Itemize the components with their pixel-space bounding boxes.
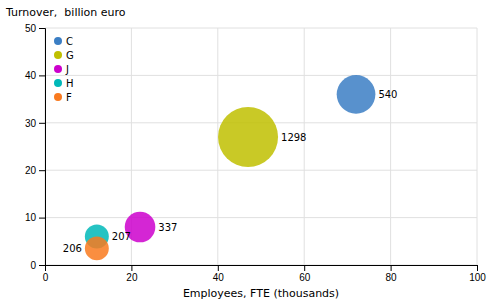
- bubble: [85, 236, 109, 260]
- tick: 100: [469, 265, 486, 283]
- tick-label: 40: [213, 272, 225, 283]
- tick-label: 0: [30, 260, 36, 271]
- data-label: 337: [158, 222, 177, 233]
- legend-label: C: [66, 36, 73, 47]
- legend-item: F: [54, 92, 72, 103]
- grid-line-y: [45, 217, 477, 218]
- tick-label: 30: [25, 118, 37, 129]
- tick-label: 100: [469, 272, 486, 283]
- tick-label: 60: [299, 272, 311, 283]
- tick-mark: [39, 265, 45, 266]
- legend-label: J: [65, 64, 69, 75]
- grid-line-x: [304, 28, 305, 265]
- legend: CGJHF: [54, 36, 74, 103]
- tick-label: 10: [25, 212, 37, 223]
- plot-area: 0 20 40 60 80 100 0 10 20 30 40 50 540 1298 337 207 206 C…: [25, 23, 486, 283]
- chart-container: 0 20 40 60 80 100 0 10 20 30 40 50 540 1298 337 207 206 C…: [0, 0, 493, 303]
- tick-label: 40: [25, 70, 37, 81]
- tick-mark: [39, 28, 45, 29]
- legend-swatch: [54, 37, 62, 45]
- tick: 10: [25, 212, 45, 223]
- bubble: [337, 75, 376, 114]
- data-label: 540: [378, 89, 397, 100]
- data-labels: 540 1298 337 207 206: [63, 89, 398, 254]
- tick-label: 0: [43, 272, 49, 283]
- grid-line-y: [45, 75, 477, 76]
- legend-label: F: [66, 92, 72, 103]
- tick: 60: [299, 265, 311, 283]
- tick: 40: [213, 265, 225, 283]
- bubble: [218, 107, 278, 167]
- tick-label: 80: [386, 272, 398, 283]
- legend-item: H: [54, 78, 74, 89]
- tick-label: 50: [25, 23, 37, 34]
- legend-item: G: [54, 50, 74, 61]
- legend-swatch: [54, 93, 62, 101]
- tick-mark: [218, 265, 219, 271]
- legend-swatch: [54, 51, 62, 59]
- tick-mark: [477, 265, 478, 271]
- data-label: 207: [112, 231, 131, 242]
- x-axis-title: Employees, FTE (thousands): [183, 287, 339, 300]
- tick-mark: [39, 218, 45, 219]
- tick-mark: [39, 123, 45, 124]
- legend-swatch: [54, 79, 62, 87]
- tick: 0: [43, 265, 49, 283]
- tick: 50: [25, 23, 45, 34]
- data-label: 1298: [281, 132, 306, 143]
- tick: 40: [25, 70, 45, 81]
- chart-svg: 0 20 40 60 80 100 0 10 20 30 40 50 540 1298 337 207 206 C…: [0, 0, 493, 303]
- tick-label: 20: [126, 272, 138, 283]
- tick-label: 20: [25, 165, 37, 176]
- axis-line: [39, 29, 46, 266]
- legend-swatch: [54, 65, 62, 73]
- y-axis: 0 10 20 30 40 50: [25, 23, 46, 271]
- tick-mark: [131, 265, 132, 271]
- grid-line-x: [390, 28, 391, 265]
- data-label: 206: [63, 243, 82, 254]
- legend-label: H: [66, 78, 74, 89]
- tick-mark: [391, 265, 392, 271]
- legend-item: C: [54, 36, 73, 47]
- x-axis: 0 20 40 60 80 100: [43, 265, 487, 283]
- tick: 20: [126, 265, 138, 283]
- legend-item: J: [54, 64, 69, 75]
- grid-line-y: [45, 170, 477, 171]
- tick-mark: [304, 265, 305, 271]
- bubbles: [85, 75, 376, 260]
- grid-line-x: [217, 28, 218, 265]
- tick: 20: [25, 165, 45, 176]
- axis-line: [46, 266, 478, 272]
- grid: [45, 28, 477, 265]
- y-axis-title: Turnover, billion euro: [5, 6, 126, 19]
- tick: 30: [25, 118, 45, 129]
- tick: 0: [30, 260, 45, 271]
- tick-mark: [39, 75, 45, 76]
- tick-mark: [39, 170, 45, 171]
- legend-label: G: [66, 50, 74, 61]
- grid-line-y: [45, 28, 477, 29]
- tick: 80: [386, 265, 398, 283]
- grid-line-x: [477, 28, 478, 265]
